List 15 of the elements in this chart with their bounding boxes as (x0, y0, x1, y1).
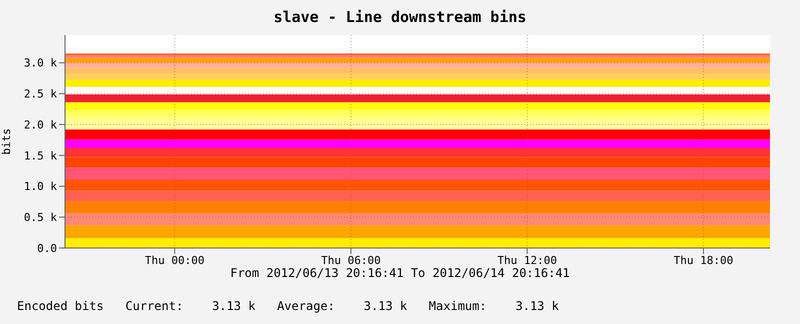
x-tick-label: Thu 18:00 (674, 254, 734, 267)
y-tick-label: 1.5 k (24, 149, 58, 162)
y-tick-label: 0.0 (37, 242, 57, 255)
text: From 2012/06/13 20:16:41 To 2012/06/14 20:16:41 (229, 266, 571, 280)
y-axis-title: bits (0, 128, 13, 155)
x-tick-label: Thu 12:00 (497, 254, 557, 267)
y-tick-label: 1.0 k (24, 180, 58, 194)
x-tick-label: Thu 00:00 (144, 254, 204, 267)
y-tick-label: 0.5 k (24, 211, 58, 224)
chart-title: slave - Line downstream bins (272, 8, 528, 26)
text: Encoded bits Current: 3.13 k Average: 3.13 k Maximum: 3.13 k (17, 299, 559, 313)
y-tick-label: 3.0 k (24, 56, 58, 70)
x-tick-label: Thu 06:00 (321, 254, 381, 267)
y-tick-label: 2.0 k (24, 118, 58, 132)
y-tick-label: 2.5 k (24, 88, 58, 101)
